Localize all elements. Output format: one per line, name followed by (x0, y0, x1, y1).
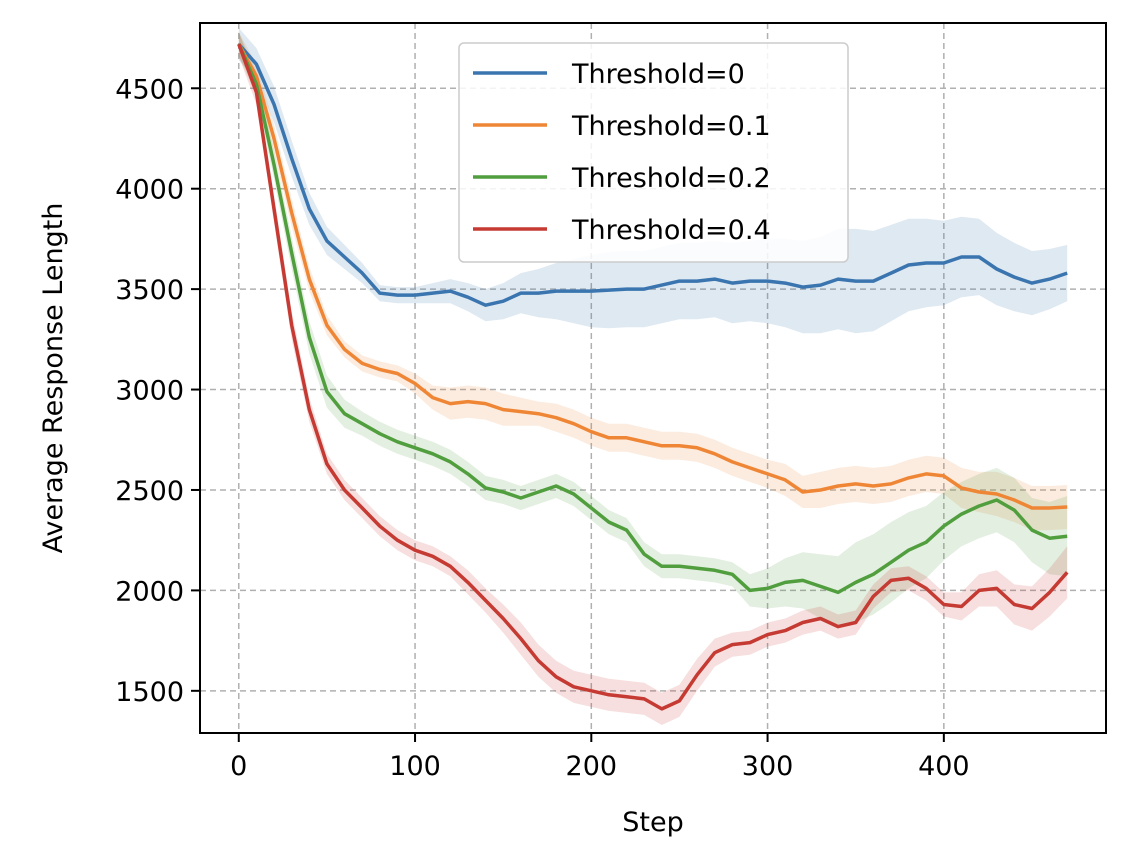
y-tick-label: 2000 (115, 576, 184, 607)
legend-label: Threshold=0.1 (571, 111, 771, 142)
series-line-1 (237, 43, 1068, 510)
confidence-bands (238, 28, 1068, 725)
series-line-0 (237, 42, 1068, 307)
x-tick-label: 0 (230, 751, 247, 782)
legend: Threshold=0 Threshold=0.1 Threshold=0.2 Thr… (458, 42, 849, 263)
y-tick-label: 4000 (115, 175, 184, 206)
legend-label: Threshold=0 (571, 59, 745, 90)
legend-label: Threshold=0.2 (571, 163, 771, 194)
legend-box (458, 42, 849, 263)
y-tick-label: 2500 (115, 476, 184, 507)
plot-frame (199, 22, 1107, 734)
series-line-3 (237, 43, 1069, 711)
series-lines (237, 42, 1069, 711)
series-band-1 (238, 32, 1068, 531)
x-axis-label: Step (622, 807, 683, 838)
x-tick-label: 400 (918, 751, 970, 782)
y-tick-label: 3500 (115, 275, 184, 306)
y-tick-label: 3000 (115, 376, 184, 407)
y-axis-label: Average Response Length (38, 203, 69, 554)
legend-label: Threshold=0.4 (571, 215, 771, 246)
x-tick-label: 100 (389, 751, 441, 782)
series-line-2 (237, 43, 1068, 595)
y-tick-label: 4500 (115, 74, 184, 105)
axis-ticks: 0 100 200 300 400 1500 2000 2500 3000 3500 4000 450… (115, 74, 969, 782)
y-tick-label: 1500 (115, 677, 184, 708)
x-tick-label: 300 (742, 751, 794, 782)
series-band-0 (238, 28, 1068, 334)
x-tick-label: 200 (566, 751, 618, 782)
